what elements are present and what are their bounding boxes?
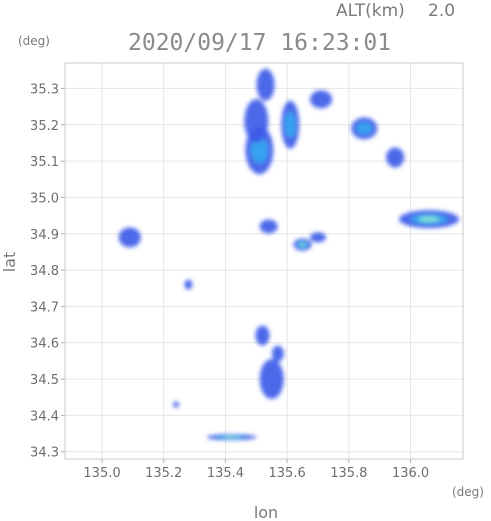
x-tick-label: 135.0 xyxy=(83,466,120,481)
echo-cell xyxy=(256,68,275,101)
y-tick-label: 34.3 xyxy=(30,446,59,461)
echo-cell xyxy=(259,359,284,400)
y-tick-label: 35.0 xyxy=(30,191,59,206)
y-tick-label: 34.8 xyxy=(30,264,59,279)
plot-frame xyxy=(64,62,464,460)
x-tick-label: 135.6 xyxy=(269,466,306,481)
altitude-label: ALT(km) xyxy=(336,1,405,21)
y-tick-label: 35.1 xyxy=(30,155,59,170)
y-axis-label: lat xyxy=(0,252,19,273)
x-axis-label: lon xyxy=(254,503,278,521)
y-unit-label: (deg) xyxy=(18,34,50,48)
y-tick-label: 34.5 xyxy=(30,373,59,388)
echo-cell xyxy=(310,90,333,109)
axis-ticks: 135.0 135.2 135.4 135.6 135.8 136.0 34.3 34.4 34… xyxy=(30,82,429,481)
echo-cell xyxy=(244,99,269,144)
x-tick-label: 135.8 xyxy=(330,466,367,481)
echo-peak xyxy=(418,216,440,222)
y-tick-label: 35.3 xyxy=(30,82,59,97)
x-tick-label: 135.4 xyxy=(207,466,244,481)
y-tick-label: 34.9 xyxy=(30,228,59,243)
echo-cell xyxy=(118,227,141,248)
echo-cell xyxy=(173,401,180,408)
x-unit-label: (deg) xyxy=(452,485,484,499)
timestamp-title: 2020/09/17 16:23:01 xyxy=(128,30,391,56)
echo-core xyxy=(250,136,269,164)
y-tick-label: 34.4 xyxy=(30,409,59,424)
echo-cell xyxy=(309,232,326,243)
echo-cell xyxy=(259,219,278,234)
echo-peak xyxy=(299,242,306,247)
echo-peak xyxy=(222,436,241,439)
echo-cell xyxy=(271,345,284,362)
echo-cell xyxy=(386,147,405,168)
y-tick-label: 34.7 xyxy=(30,300,59,315)
echo-cell xyxy=(255,325,270,346)
echo-cell xyxy=(184,279,193,290)
y-tick-label: 35.2 xyxy=(30,119,59,134)
altitude-value: 2.0 xyxy=(428,1,455,21)
y-tick-label: 34.6 xyxy=(30,337,59,352)
radar-echo-layer xyxy=(118,68,460,441)
echo-core xyxy=(356,122,373,135)
echo-core xyxy=(284,111,296,138)
x-tick-label: 136.0 xyxy=(392,466,429,481)
x-tick-label: 135.2 xyxy=(145,466,182,481)
